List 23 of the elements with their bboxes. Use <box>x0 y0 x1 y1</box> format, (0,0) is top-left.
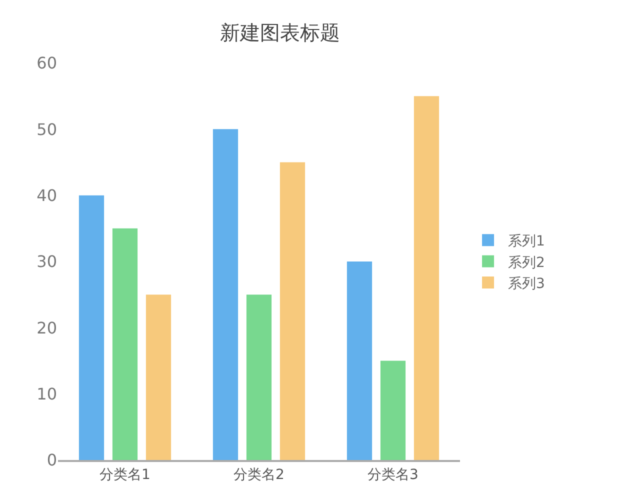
bar <box>246 294 272 460</box>
legend-label: 系列3 <box>508 276 545 292</box>
y-tick-label: 30 <box>36 252 57 272</box>
x-tick-label: 分类名2 <box>234 466 284 483</box>
chart-title: 新建图表标题 <box>220 20 340 44</box>
y-tick-label: 10 <box>36 384 57 404</box>
bar <box>146 294 172 460</box>
bar <box>280 162 306 460</box>
y-tick-label: 20 <box>36 318 57 338</box>
y-tick-label: 60 <box>36 54 57 73</box>
legend-label: 系列1 <box>508 234 545 250</box>
bar <box>212 129 238 460</box>
legend-label: 系列2 <box>508 254 545 271</box>
x-tick-label: 分类名1 <box>100 466 150 483</box>
bar <box>380 360 406 460</box>
bar <box>346 262 372 460</box>
y-tick-label: 40 <box>36 186 57 205</box>
x-tick-label: 分类名3 <box>368 466 418 483</box>
bar <box>112 228 138 460</box>
y-tick-label: 50 <box>36 120 57 139</box>
bar <box>78 195 104 460</box>
bar <box>414 96 440 460</box>
y-tick-label: 0 <box>46 450 57 470</box>
